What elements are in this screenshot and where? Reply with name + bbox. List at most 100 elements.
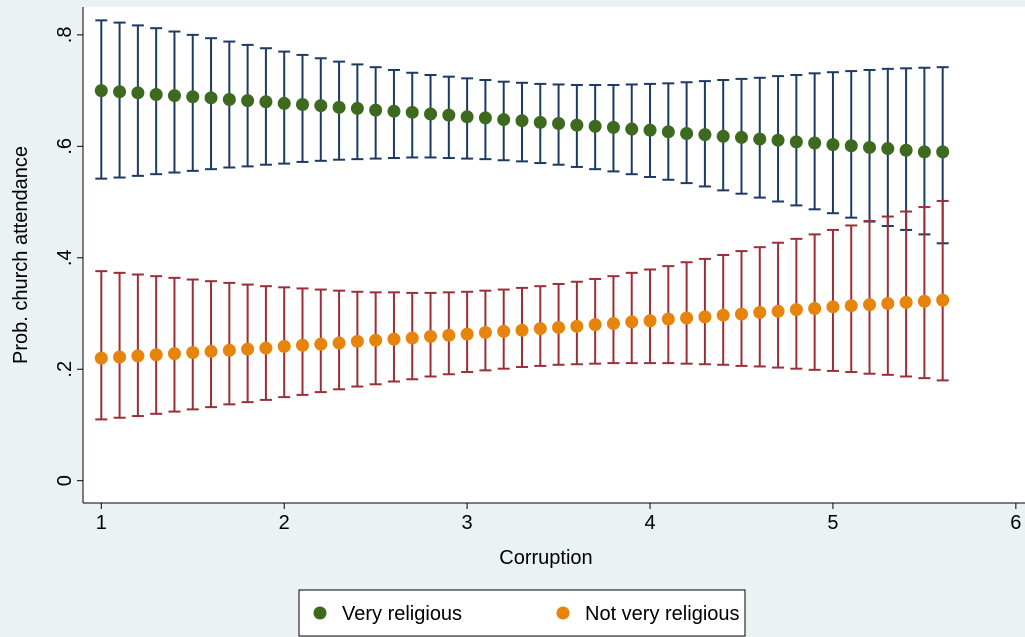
legend-marker-not-very-religious [556,606,570,620]
data-point [222,93,236,107]
y-tick-label: .6 [54,138,76,155]
data-point [533,322,547,336]
data-point [405,331,419,345]
error-bar [881,215,894,376]
data-point [387,332,401,346]
data-point [917,145,931,159]
data-point [698,128,712,142]
data-point [716,129,730,143]
data-point [314,99,328,113]
data-point [661,125,675,139]
legend-label-very-religious: Very religious [342,603,462,625]
data-point [844,299,858,313]
data-point [149,87,163,101]
data-point [369,103,383,117]
data-point [460,327,474,341]
data-point [625,122,639,136]
error-bar [95,19,108,180]
y-tick-label: 0 [54,475,76,486]
data-point [570,118,584,132]
data-point [515,323,529,337]
data-point [167,347,181,361]
data-point [734,307,748,321]
data-point [186,346,200,360]
data-point [277,339,291,353]
data-point [588,318,602,332]
data-point [332,336,346,350]
x-tick-label: 5 [827,512,838,534]
legend: Very religious Not very religious [298,589,746,637]
data-point [552,320,566,334]
data-point [789,135,803,149]
data-point [442,328,456,342]
data-point [113,350,127,364]
data-point [497,113,511,127]
data-point [899,143,913,157]
legend-marker-very-religious [313,606,327,620]
error-bar [186,278,199,411]
data-point [259,95,273,109]
error-bar [131,273,144,418]
y-tick-label: .8 [54,27,76,44]
axes: 0 .2 .4 .6 .8 1 2 3 4 5 6 [54,7,1025,534]
points-not-very-religious [94,293,950,365]
data-point [424,329,438,343]
error-bar [150,275,163,415]
data-point [149,348,163,362]
points-very-religious [94,84,950,159]
data-point [588,119,602,133]
data-point [570,319,584,333]
data-point [643,123,657,137]
data-point [881,142,895,156]
data-point [899,295,913,309]
data-point [478,111,492,125]
plot-area [83,7,1025,503]
data-point [716,308,730,322]
data-point [131,86,145,100]
data-point [753,132,767,146]
data-point [680,311,694,325]
data-point [844,139,858,153]
data-point [295,338,309,352]
error-bar [131,24,144,177]
data-point [259,341,273,355]
y-tick-label: .2 [54,361,76,378]
data-point [552,116,566,130]
data-point [186,90,200,104]
data-point [241,342,255,356]
data-point [625,315,639,329]
data-point [314,337,328,351]
x-tick-label: 4 [644,512,655,534]
data-point [753,305,767,319]
data-point [808,136,822,150]
error-bar [113,21,126,179]
data-point [478,325,492,339]
x-tick-label: 3 [462,512,473,534]
data-point [222,343,236,357]
data-point [241,94,255,108]
error-bar [900,210,913,378]
error-bar [150,27,163,176]
data-point [113,85,127,99]
data-point [277,96,291,110]
data-point [131,349,145,363]
data-point [881,296,895,310]
data-point [661,312,675,326]
error-bar [168,276,181,413]
data-point [369,333,383,347]
data-point [497,324,511,338]
data-point [405,105,419,119]
data-point [734,130,748,144]
data-point [533,115,547,129]
error-bar [918,206,931,380]
data-point [515,114,529,128]
data-point [295,98,309,112]
y-axis-title: Prob. church attendance [10,146,32,364]
data-point [826,300,840,314]
data-point [442,108,456,122]
error-bar [863,220,876,375]
data-points [94,84,950,365]
data-point [424,107,438,121]
error-bar [113,271,126,419]
